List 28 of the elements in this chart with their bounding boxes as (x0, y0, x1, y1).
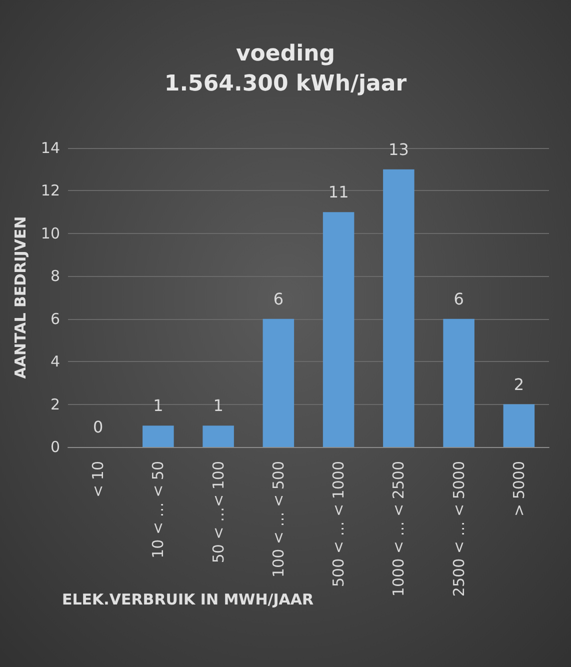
y-tick-label: 8 (50, 267, 60, 286)
y-axis-title: AANTAL BEDRIJVEN (12, 216, 30, 379)
data-label: 2 (514, 374, 524, 394)
y-tick-label: 14 (40, 139, 60, 157)
data-label: 0 (92, 418, 104, 436)
x-axis-title: ELEK.VERBRUIK IN MWH/JAAR (62, 590, 314, 608)
y-tick-label: 4 (50, 352, 60, 371)
chart-subtitle: 1.564.300 kWh/jaar (164, 72, 407, 96)
y-tick-label: 2 (50, 395, 60, 414)
x-tick-label: < 10 (89, 461, 108, 498)
data-label: 6 (273, 289, 284, 308)
x-tick-label: 10 < … < 50 (149, 461, 168, 558)
chart-title: voeding (236, 42, 336, 66)
data-label: 13 (388, 140, 409, 159)
x-tick-label: 500 < … < 1000 (330, 461, 348, 588)
y-tick-label: 6 (50, 310, 60, 328)
x-tick-label: > 5000 (510, 461, 528, 517)
data-label: 1 (213, 396, 224, 416)
data-label: 11 (328, 182, 349, 202)
x-tick-label: 100 < … < 500 (269, 461, 288, 578)
x-tick-label: 2500 < … < 5000 (450, 461, 468, 597)
y-tick-label: 10 (40, 224, 60, 242)
x-tick-label: 50 < …< 100 (209, 461, 228, 564)
data-label: 6 (454, 289, 464, 308)
y-tick-label: 0 (50, 438, 60, 456)
x-tick-label: 1000 < … < 2500 (390, 461, 408, 597)
data-label: 1 (153, 396, 164, 416)
y-tick-label: 12 (40, 182, 60, 200)
